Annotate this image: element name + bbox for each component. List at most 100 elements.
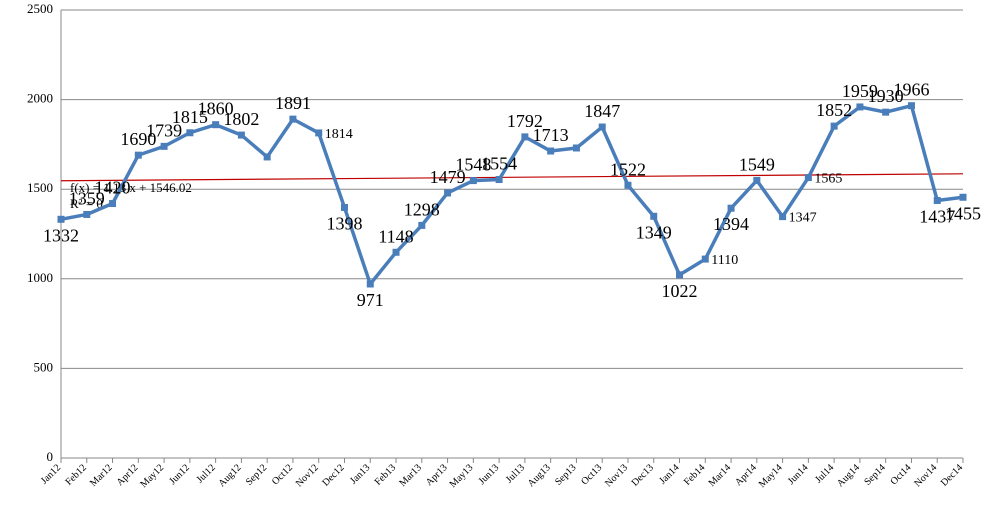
x-tick-label: May13: [448, 462, 476, 490]
marker: [340, 203, 348, 211]
x-tick-label: May12: [138, 462, 166, 490]
marker: [418, 221, 426, 229]
x-tick-label: Oct12: [270, 462, 295, 487]
x-tick-label: Apr12: [115, 462, 141, 488]
x-tick-label: Jan13: [348, 462, 372, 486]
marker: [57, 215, 65, 223]
data-label: 1548: [455, 155, 491, 175]
data-label: 1298: [404, 199, 440, 219]
x-tick-label: Mar13: [397, 462, 424, 489]
marker: [856, 103, 864, 111]
marker: [830, 122, 838, 130]
y-tick-label: 2500: [27, 1, 53, 16]
data-label: 1398: [326, 213, 362, 233]
data-label: 1420: [95, 178, 131, 198]
y-tick-label: 1500: [27, 180, 53, 195]
data-label: 1549: [739, 154, 775, 174]
marker: [366, 280, 374, 288]
x-tick-label: Feb12: [63, 462, 88, 487]
x-tick-label: Apr13: [424, 462, 450, 488]
data-label: 1792: [507, 111, 543, 131]
data-label: 1332: [43, 225, 79, 245]
marker: [109, 200, 117, 208]
data-label: 1802: [223, 109, 259, 129]
marker: [933, 196, 941, 204]
x-tick-label: Jan12: [39, 462, 63, 486]
marker: [547, 147, 555, 155]
x-tick-label: Nov13: [603, 462, 630, 489]
marker: [521, 133, 529, 141]
x-tick-label: Dec12: [320, 462, 346, 488]
data-label: 1554: [481, 154, 517, 174]
marker: [237, 131, 245, 139]
x-tick-label: Mar12: [88, 462, 115, 489]
y-tick-label: 0: [47, 449, 54, 464]
x-tick-label: Sep12: [244, 462, 269, 487]
x-tick-label: Nov14: [912, 462, 939, 489]
x-tick-label: Feb13: [373, 462, 398, 487]
x-tick-label: Apr14: [733, 462, 759, 488]
x-tick-label: Mar14: [707, 462, 734, 489]
data-label: 1479: [430, 167, 466, 187]
x-tick-label: Aug12: [216, 462, 243, 489]
marker: [572, 144, 580, 152]
data-label: 1359: [69, 188, 105, 208]
x-tick-label: Nov12: [294, 462, 321, 489]
marker: [753, 176, 761, 184]
data-label: 1394: [713, 214, 749, 234]
data-label: 1814: [325, 127, 353, 142]
marker: [289, 115, 297, 123]
series-line: [60, 103, 964, 286]
data-label: 1713: [533, 125, 569, 145]
marker: [444, 189, 452, 197]
x-tick-label: Feb14: [682, 462, 707, 487]
data-label: 1739: [146, 120, 182, 140]
x-tick-label: May14: [757, 462, 785, 490]
data-label: 1966: [893, 80, 929, 100]
trendline-r2: R² = 0: [70, 196, 103, 211]
x-tick-label: Dec13: [630, 462, 656, 488]
x-tick-label: Aug14: [835, 462, 862, 489]
data-label: 1347: [789, 211, 817, 226]
data-label: 1930: [868, 86, 904, 106]
data-label: 1349: [636, 222, 672, 242]
marker: [263, 153, 271, 161]
data-label: 1891: [275, 93, 311, 113]
data-label: 1959: [842, 81, 878, 101]
data-label: 1565: [814, 172, 842, 187]
data-label: 1815: [172, 107, 208, 127]
data-label: 1852: [816, 100, 852, 120]
x-tick-label: Oct14: [889, 462, 914, 487]
marker: [650, 212, 658, 220]
data-label: 1437: [919, 206, 955, 226]
x-tick-label: Jun13: [477, 462, 502, 487]
data-label: 971: [357, 290, 384, 310]
marker: [701, 255, 709, 263]
x-tick-label: Jul14: [813, 462, 836, 485]
x-tick-label: Jun14: [786, 462, 811, 487]
x-tick-label: Jul12: [195, 462, 218, 485]
marker: [959, 193, 967, 201]
marker: [804, 174, 812, 182]
marker: [134, 151, 142, 159]
x-tick-label: Jul13: [504, 462, 527, 485]
x-tick-label: Dec14: [939, 462, 965, 488]
x-tick-label: Sep13: [553, 462, 578, 487]
data-label: 1690: [120, 129, 156, 149]
x-tick-label: Jan14: [657, 462, 681, 486]
marker: [727, 204, 735, 212]
marker: [598, 123, 606, 131]
marker: [779, 213, 787, 221]
y-tick-label: 1000: [27, 270, 53, 285]
data-label: 1860: [198, 99, 234, 119]
x-tick-label: Sep14: [862, 462, 887, 487]
marker: [882, 108, 890, 116]
data-label: 1455: [945, 203, 981, 223]
marker: [676, 271, 684, 279]
x-tick-label: Jun12: [167, 462, 192, 487]
trendline-equation: f(x) = 1.13 x + 1546.02: [70, 180, 192, 195]
data-label: 1022: [662, 281, 698, 301]
marker: [392, 248, 400, 256]
data-label: 1148: [378, 226, 413, 246]
